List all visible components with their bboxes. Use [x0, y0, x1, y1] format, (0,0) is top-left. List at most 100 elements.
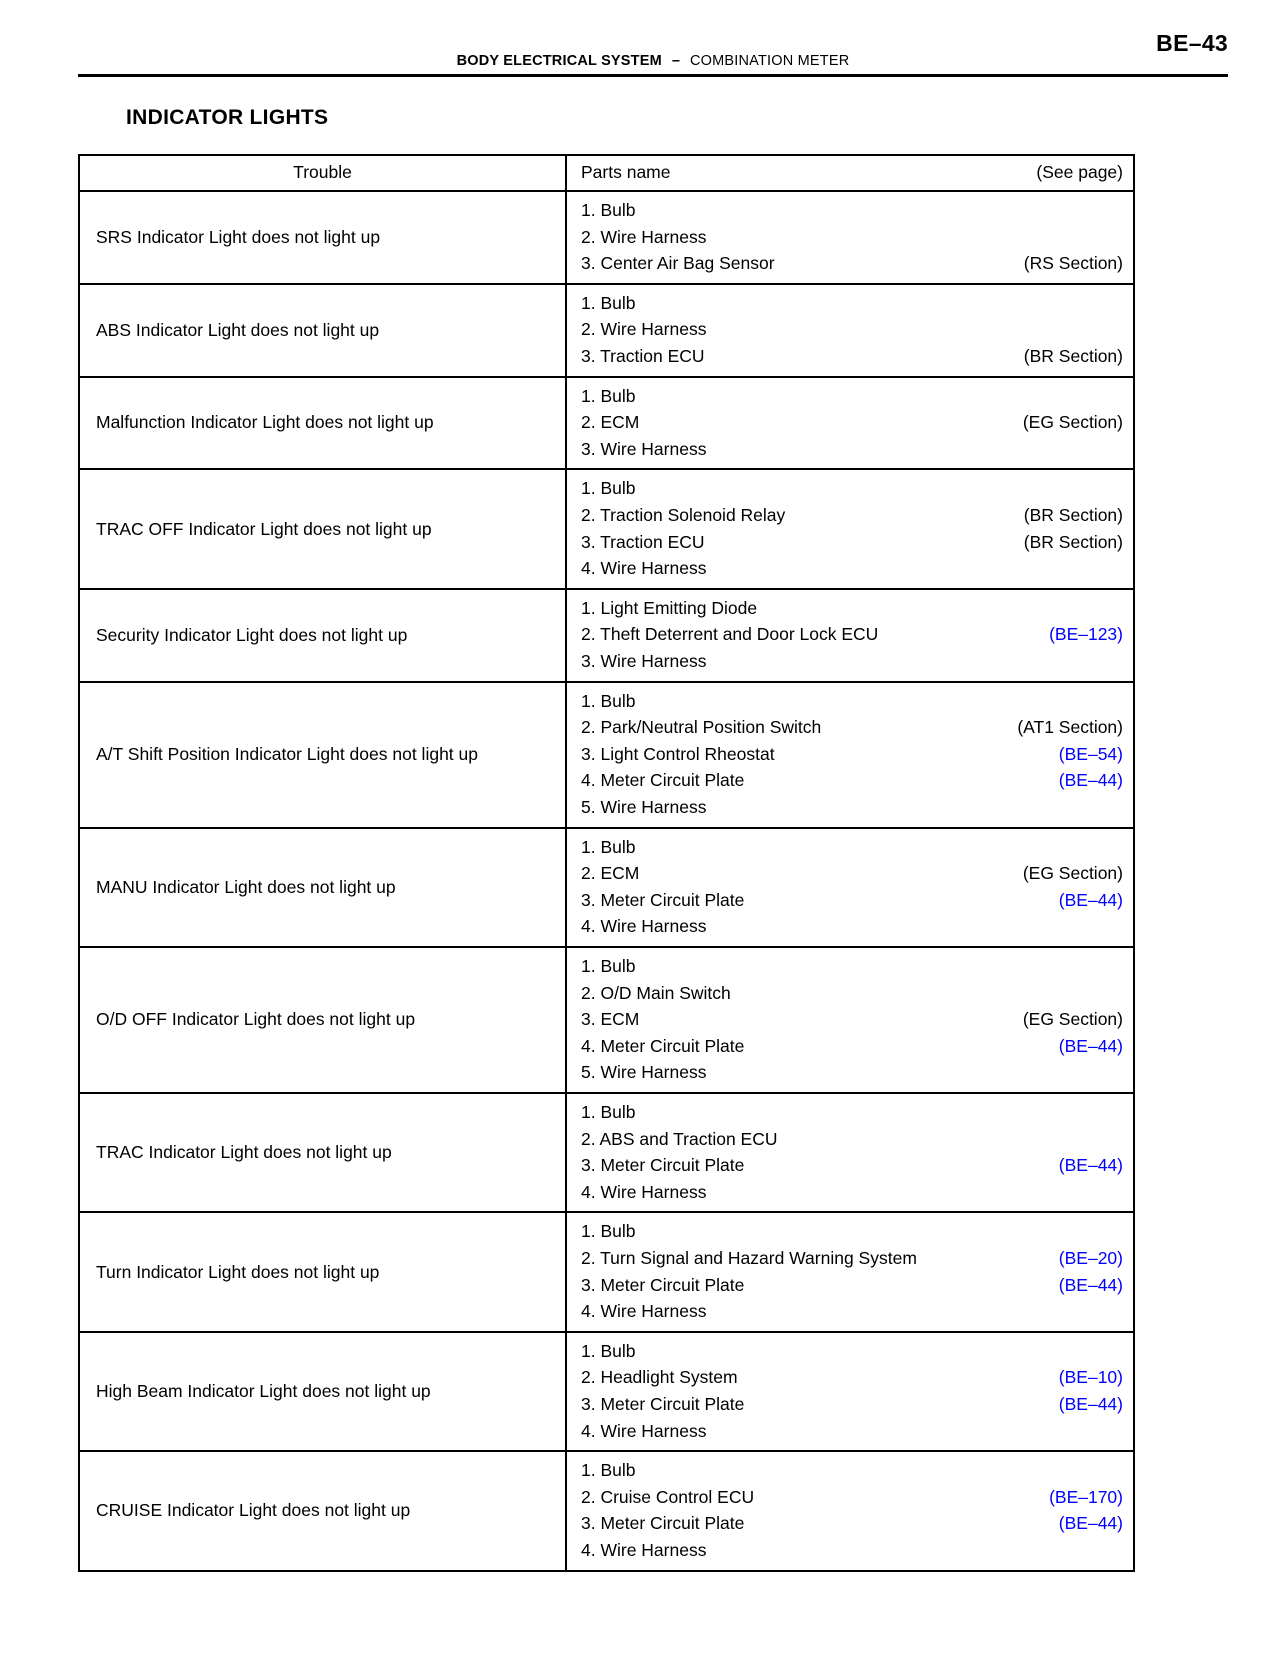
table-row: Security Indicator Light does not light … [79, 588, 1134, 683]
cell-trouble: TRAC OFF Indicator Light does not light … [79, 469, 567, 590]
part-name: 2. ECM [581, 863, 640, 884]
cell-trouble: High Beam Indicator Light does not light… [79, 1331, 567, 1453]
part-line: 1. Bulb [581, 1457, 1123, 1484]
parts-list: 1. Light Emitting Diode 2. Theft Deterren… [567, 590, 1133, 681]
table-row: TRAC Indicator Light does not light up 1.… [79, 1092, 1134, 1214]
part-line: 3. Meter Circuit Plate (BE–44) [581, 1391, 1123, 1418]
header-cell-parts: Parts name (See page) [566, 155, 1134, 192]
part-name: 1. Bulb [581, 292, 636, 313]
parts-list: 1. Bulb 2. O/D Main Switch 3. ECM (EG Secti… [567, 948, 1133, 1092]
part-line: 1. Bulb [581, 1338, 1123, 1365]
page-reference-link[interactable]: (BE–44) [1058, 1274, 1123, 1295]
parts-list: 1. Bulb 2. ECM (EG Section) 3. Wire Harness [567, 378, 1133, 469]
part-line: 1. Bulb [581, 1099, 1123, 1126]
part-line: 2. Cruise Control ECU (BE–170) [581, 1484, 1123, 1511]
part-line: 1. Light Emitting Diode [581, 595, 1123, 622]
table-header-row: Trouble Parts name (See page) [79, 155, 1134, 192]
part-line: 2. Theft Deterrent and Door Lock ECU (BE–… [581, 621, 1123, 648]
trouble-label: SRS Indicator Light does not light up [96, 226, 381, 247]
page-reference-link[interactable]: (BE–20) [1058, 1247, 1123, 1268]
header-divider [78, 74, 1228, 77]
part-line: 3. Meter Circuit Plate (BE–44) [581, 1272, 1123, 1299]
page-number: BE–43 [1156, 30, 1228, 56]
cell-parts: 1. Bulb 2. Headlight System (BE–10) 3. Mete… [566, 1331, 1134, 1453]
part-line: 2. Park/Neutral Position Switch (AT1 Sect… [581, 714, 1123, 741]
parts-list: 1. Bulb 2. Cruise Control ECU (BE–170) 3. M… [567, 1452, 1133, 1569]
page-reference-link[interactable]: (BE–44) [1058, 1513, 1123, 1534]
indicator-lights-table-wrap: Trouble Parts name (See page) SRS Indica… [78, 154, 1135, 1572]
column-header-see-page: (See page) [1036, 162, 1123, 182]
cell-trouble: ABS Indicator Light does not light up [79, 283, 567, 378]
part-name: 4. Wire Harness [581, 1420, 707, 1441]
part-line: 4. Wire Harness [581, 1298, 1123, 1325]
part-name: 5. Wire Harness [581, 796, 707, 817]
parts-list: 1. Bulb 2. Turn Signal and Hazard Warning… [567, 1213, 1133, 1330]
part-name: 2. Theft Deterrent and Door Lock ECU [581, 624, 879, 645]
part-line: 1. Bulb [581, 197, 1123, 224]
cell-parts: 1. Light Emitting Diode 2. Theft Deterren… [566, 588, 1134, 683]
part-name: 3. Meter Circuit Plate [581, 1155, 745, 1176]
part-line: 1. Bulb [581, 688, 1123, 715]
part-name: 2. Headlight System [581, 1367, 738, 1388]
part-line: 4. Wire Harness [581, 913, 1123, 940]
trouble-label: A/T Shift Position Indicator Light does … [96, 744, 478, 765]
part-name: 1. Bulb [581, 385, 636, 406]
column-header-trouble: Trouble [293, 162, 352, 182]
part-line: 3. Traction ECU (BR Section) [581, 529, 1123, 556]
table-row: TRAC OFF Indicator Light does not light … [79, 469, 1134, 590]
table-row: Malfunction Indicator Light does not lig… [79, 376, 1134, 471]
part-line: 2. ECM (EG Section) [581, 860, 1123, 887]
part-name: 2. Park/Neutral Position Switch [581, 717, 822, 738]
part-line: 3. Wire Harness [581, 436, 1123, 463]
section-reference: (EG Section) [1022, 412, 1123, 433]
page-reference-link[interactable]: (BE–44) [1058, 770, 1123, 791]
part-line: 1. Bulb [581, 290, 1123, 317]
trouble-label: TRAC OFF Indicator Light does not light … [96, 518, 432, 539]
part-line: 2. Wire Harness [581, 224, 1123, 251]
table-row: CRUISE Indicator Light does not light up… [79, 1451, 1134, 1571]
parts-list: 1. Bulb 2. ECM (EG Section) 3. Meter Circui… [567, 829, 1133, 946]
trouble-label: Malfunction Indicator Light does not lig… [96, 412, 434, 433]
section-reference: (AT1 Section) [1017, 717, 1123, 738]
part-line: 3. ECM (EG Section) [581, 1006, 1123, 1033]
page-reference-link[interactable]: (BE–54) [1058, 743, 1123, 764]
cell-trouble: A/T Shift Position Indicator Light does … [79, 681, 567, 829]
part-name: 1. Bulb [581, 690, 636, 711]
section-reference: (BR Section) [1023, 504, 1123, 525]
section-reference: (RS Section) [1023, 253, 1123, 274]
parts-list: 1. Bulb 2. Headlight System (BE–10) 3. Mete… [567, 1333, 1133, 1450]
page-reference-link[interactable]: (BE–10) [1058, 1367, 1123, 1388]
trouble-label: ABS Indicator Light does not light up [96, 319, 380, 340]
parts-list: 1. Bulb 2. Traction Solenoid Relay (BR Sec… [567, 470, 1133, 587]
page-reference-link[interactable]: (BE–44) [1058, 1155, 1123, 1176]
page-reference-link[interactable]: (BE–123) [1049, 624, 1123, 645]
part-name: 1. Bulb [581, 200, 636, 220]
part-name: 3. Traction ECU [581, 345, 705, 366]
page-reference-link[interactable]: (BE–44) [1058, 1393, 1123, 1414]
cell-trouble: SRS Indicator Light does not light up [79, 191, 567, 285]
header-section-label: COMBINATION METER [689, 53, 850, 69]
part-name: 1. Bulb [581, 1101, 636, 1122]
cell-parts: 1. Bulb 2. Wire Harness 3. Traction ECU (BR… [566, 283, 1134, 378]
header-breadcrumb: BODY ELECTRICAL SYSTEM – COMBINATION METER [78, 52, 1228, 70]
table-row: MANU Indicator Light does not light up 1.… [79, 827, 1134, 948]
page-reference-link[interactable]: (BE–44) [1058, 889, 1123, 910]
part-name: 4. Wire Harness [581, 1301, 707, 1322]
trouble-label: Security Indicator Light does not light … [96, 624, 408, 645]
page-title: INDICATOR LIGHTS [126, 106, 329, 129]
page-reference-link[interactable]: (BE–44) [1058, 1035, 1123, 1056]
part-line: 5. Wire Harness [581, 794, 1123, 821]
indicator-lights-table: Trouble Parts name (See page) SRS Indica… [78, 154, 1135, 1572]
header-system-label: BODY ELECTRICAL SYSTEM [456, 53, 662, 69]
parts-list: 1. Bulb 2. Wire Harness 3. Traction ECU (BR… [567, 285, 1133, 376]
table-row: ABS Indicator Light does not light up 1. … [79, 283, 1134, 378]
table-row: O/D OFF Indicator Light does not light u… [79, 946, 1134, 1094]
header-dash: – [671, 53, 680, 69]
page-reference-link[interactable]: (BE–170) [1049, 1486, 1123, 1507]
header-cell-trouble: Trouble [79, 155, 567, 192]
part-line: 2. Wire Harness [581, 316, 1123, 343]
trouble-label: CRUISE Indicator Light does not light up [96, 1500, 411, 1521]
part-name: 4. Meter Circuit Plate [581, 1035, 745, 1056]
part-line: 4. Wire Harness [581, 555, 1123, 582]
part-line: 2. Traction Solenoid Relay (BR Section) [581, 502, 1123, 529]
